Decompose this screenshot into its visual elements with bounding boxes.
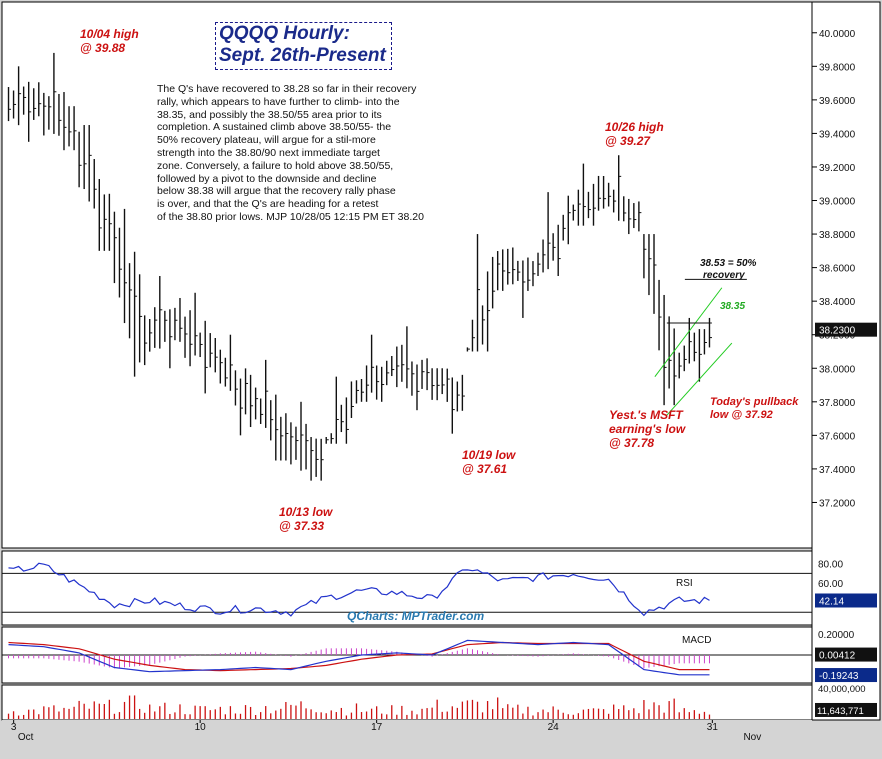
comment-line: below 38.38 will argue that the recovery… <box>157 185 396 198</box>
comment-line: of the 38.80 prior lows. MJP 10/28/05 12… <box>157 210 424 223</box>
annotation-1013-low: 10/13 low @ 37.33 <box>279 505 332 533</box>
price-ytick-label: 38.0000 <box>819 364 856 375</box>
annotation-line: low @ 37.92 <box>710 409 773 421</box>
price-ytick-label: 37.8000 <box>819 398 856 409</box>
annotation-line: @ 39.27 <box>605 134 651 148</box>
comment-line: strength into the 38.80/90 next immediat… <box>157 146 380 159</box>
annotation-line: earning's low <box>609 422 686 436</box>
volume-ytick-label: 40,000,000 <box>818 684 866 695</box>
annotation-line: 10/04 high <box>80 27 139 41</box>
rsi-ytick-label: 80.00 <box>818 560 843 571</box>
annotation-line: 10/26 high <box>605 120 664 134</box>
comment-line: is over, and that the Q's are heading fo… <box>157 198 379 211</box>
last-price-label: 38.2300 <box>819 326 856 337</box>
price-ytick-label: 37.6000 <box>819 431 856 442</box>
price-pane <box>1 1 813 549</box>
volume-pane <box>1 684 813 721</box>
annotation-1019-low: 10/19 low @ 37.61 <box>462 448 515 476</box>
commentary: The Q's have recovered to 38.28 so far i… <box>157 83 477 224</box>
annotation-1004-high: 10/04 high @ 39.88 <box>80 27 139 55</box>
volume-value-label: 11,643,771 <box>817 706 864 717</box>
chart-title: QQQQ Hourly: <box>219 23 350 44</box>
rsi-label: RSI <box>676 578 693 589</box>
macd-value-box-2 <box>815 668 877 683</box>
comment-line: rally, which appears to have further to … <box>157 95 400 108</box>
channel-upper <box>654 287 723 377</box>
last-price-box <box>815 322 877 337</box>
annotation-line: recovery <box>703 270 745 281</box>
annotation-line: 10/13 low <box>279 505 333 519</box>
chart-subtitle: Sept. 26th-Present <box>219 45 386 66</box>
price-bars <box>7 52 712 481</box>
annotation-1026-high: 10/26 high @ 39.27 <box>605 120 664 148</box>
price-ytick-label: 40.0000 <box>819 29 856 40</box>
macd-ytick-label: 0.20000 <box>818 630 855 641</box>
x-axis-strip <box>2 720 812 752</box>
axis-layer: 40.0000 39.8000 39.6000 39.4000 39.2000 39.00… <box>11 29 856 743</box>
x-tick-label: Nov <box>743 732 761 743</box>
annotation-50-recovery: 38.53 = 50% recovery <box>700 258 756 282</box>
comment-line: 38.35, and possibly the 38.50/55 area pr… <box>157 108 382 121</box>
macd-layer: 0.20000 0.00412 -0.19243 <box>2 630 877 683</box>
rsi-ytick-label: 60.00 <box>818 579 843 590</box>
price-ytick-label: 39.0000 <box>819 197 856 208</box>
macd-label: MACD <box>682 635 712 646</box>
macd-value-label-2: -0.19243 <box>819 671 859 682</box>
price-ytick-label: 39.6000 <box>819 96 856 107</box>
comment-line: completion. A sustained climb above 38.5… <box>157 121 392 134</box>
x-tick-label: 10 <box>195 722 207 733</box>
annotation-line: 10/19 low <box>462 448 516 462</box>
volume-value-box <box>815 702 877 717</box>
annotation-line: Yest.'s MSFT <box>609 408 683 422</box>
macd-value-box-1 <box>815 647 877 662</box>
title-box <box>215 22 392 70</box>
annotation-msft-low: Yest.'s MSFT earning's low @ 37.78 <box>609 408 685 450</box>
x-tick-label: 24 <box>548 722 560 733</box>
comment-line: followed by a pivot to the downside and … <box>157 172 377 185</box>
annotation-line: @ 37.33 <box>279 519 325 533</box>
rsi-value-label: 42.14 <box>819 596 844 607</box>
price-ytick-label: 39.8000 <box>819 62 856 73</box>
x-tick-label: Oct <box>18 732 34 743</box>
macd-value-label-1: 0.00412 <box>819 651 856 662</box>
right-axis <box>811 1 881 721</box>
channel-lower <box>666 342 733 416</box>
x-tick-label: 31 <box>707 722 719 733</box>
rsi-value-box <box>815 593 877 608</box>
x-tick-label: 17 <box>371 722 383 733</box>
price-ytick-label: 37.2000 <box>819 498 856 509</box>
annotation-line: @ 37.61 <box>462 462 508 476</box>
comment-line: 50% recovery plateau, will argue for a s… <box>157 134 376 147</box>
macd-line <box>8 639 710 676</box>
overlay-layer: 38.2300 <box>654 278 877 416</box>
price-ytick-label: 39.4000 <box>819 129 856 140</box>
x-tick-label: 3 <box>11 722 17 733</box>
price-ytick-label: 37.4000 <box>819 465 856 476</box>
comment-line: zone. Conversely, a failure to hold abov… <box>157 159 394 172</box>
price-ytick-label: 38.6000 <box>819 264 856 275</box>
rsi-line <box>8 562 710 617</box>
annotation-line: Today's pullback <box>710 396 799 408</box>
annotation-line: 38.53 = 50% <box>700 258 757 269</box>
price-ytick-label: 38.8000 <box>819 230 856 241</box>
volume-layer: 40,000,000 11,643,771 <box>7 684 877 719</box>
annotation-line: @ 39.88 <box>80 41 126 55</box>
comment-line: The Q's have recovered to 38.28 so far i… <box>157 83 417 95</box>
annotation-line: @ 37.78 <box>609 436 655 450</box>
price-ytick-label: 39.2000 <box>819 163 856 174</box>
price-ytick-label: 38.4000 <box>819 297 856 308</box>
watermark: QCharts: MPTrader.com <box>347 609 485 623</box>
annotation-3835: 38.35 <box>720 301 746 312</box>
annotation-pullback: Today's pullback low @ 37.92 <box>710 396 798 422</box>
